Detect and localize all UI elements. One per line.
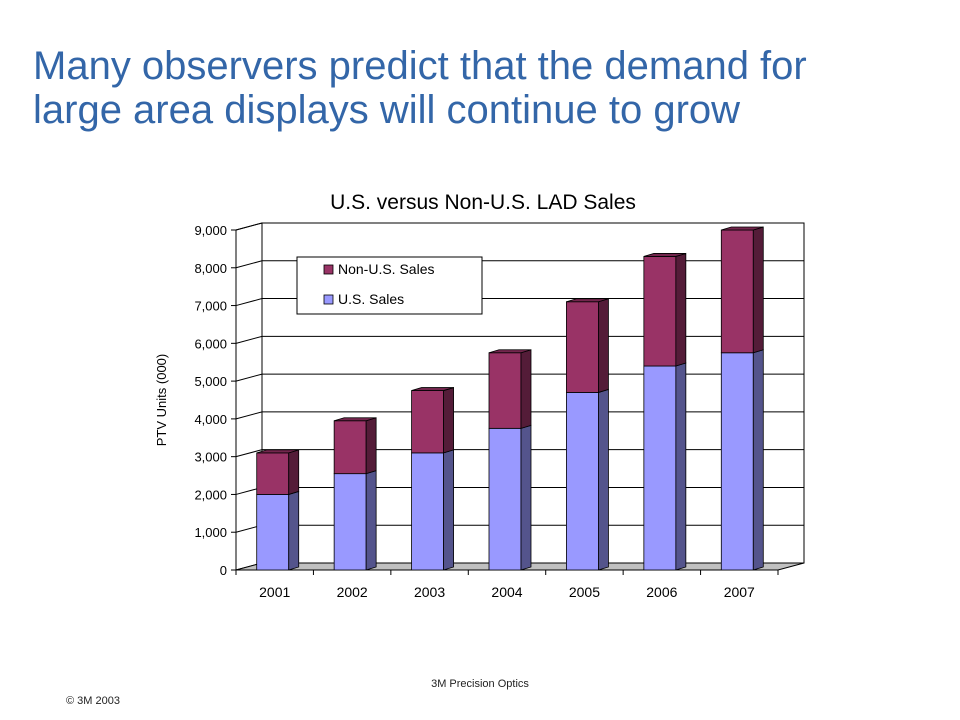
x-tick-label: 2007 (724, 584, 755, 600)
footer-copyright: © 3M 2003 (66, 695, 120, 707)
slide-title-line1: Many observers predict that the demand f… (33, 44, 807, 88)
bar-side (752, 349, 764, 571)
y-tick-label: 6,000 (194, 336, 227, 351)
bar-front (333, 420, 367, 475)
bar-segment (411, 387, 454, 454)
x-tick-label: 2005 (569, 584, 600, 600)
bar-segment (256, 490, 300, 571)
bar-segment (256, 449, 300, 495)
bar-segment (333, 470, 377, 571)
bar-side (520, 349, 532, 429)
bar-top (488, 349, 532, 354)
x-tick-label: 2001 (259, 584, 290, 600)
x-tick-label: 2002 (337, 584, 368, 600)
bar-front (333, 473, 367, 571)
bar-segment (566, 388, 609, 571)
gridline (235, 373, 804, 382)
bar-top (643, 253, 686, 257)
y-axis-label: PTV Units (000) (154, 354, 169, 446)
legend: Non-U.S. Sales U.S. Sales (296, 256, 483, 315)
y-tick-label: 9,000 (194, 223, 227, 238)
gridline (235, 335, 804, 344)
gridline (235, 222, 804, 231)
y-tick-label: 5,000 (194, 374, 227, 389)
bar-side (365, 470, 377, 571)
y-tick-label: 2,000 (194, 487, 227, 502)
chart-title: U.S. versus Non-U.S. LAD Sales (330, 191, 636, 214)
legend-label: Non-U.S. Sales (338, 261, 434, 277)
bar-side (598, 298, 609, 393)
bar-top (334, 417, 377, 422)
bar-front (720, 229, 754, 354)
bar-side (288, 449, 300, 495)
bar-side (288, 490, 300, 571)
bar-top (566, 298, 609, 303)
bar-top (411, 387, 454, 391)
bar-front (643, 365, 677, 571)
y-tick-label: 4,000 (194, 412, 227, 427)
gridline (235, 411, 804, 420)
bar-segment (488, 349, 532, 429)
bar-segment (643, 362, 687, 571)
x-tick-label: 2003 (414, 584, 445, 600)
y-tick-label: 8,000 (194, 261, 227, 276)
y-tick-label: 3,000 (194, 450, 227, 465)
bar-front (488, 352, 522, 429)
bar-side (520, 424, 532, 571)
bar-front (256, 494, 290, 571)
x-tick-label: 2004 (491, 584, 522, 600)
bar-segment (488, 424, 532, 571)
bar-side (443, 387, 454, 454)
bar-top (721, 226, 764, 231)
gridline (235, 449, 804, 458)
bar-side (675, 252, 687, 367)
bar-side (752, 226, 764, 354)
bar-segment (720, 349, 764, 571)
bars (256, 226, 764, 571)
bar-segment (411, 449, 454, 571)
slide-title-line2: large area displays will continue to gro… (33, 88, 741, 132)
bar-top (256, 449, 299, 454)
bar-front (488, 427, 522, 571)
bar-side (598, 388, 609, 571)
legend-swatch (323, 294, 334, 305)
y-tick-label: 1,000 (194, 525, 227, 540)
bar-side (443, 449, 454, 571)
bar-side (675, 362, 687, 571)
footer-company: 3M Precision Optics (431, 678, 529, 690)
bar-segment (566, 298, 609, 393)
bar-front (566, 301, 599, 393)
bar-side (365, 417, 377, 475)
bar-segment (643, 252, 687, 367)
bar-front (643, 256, 677, 367)
legend-swatch (323, 264, 334, 275)
bar-front (720, 352, 754, 571)
legend-label: U.S. Sales (338, 291, 404, 307)
bar-front (411, 390, 444, 454)
bar-front (256, 452, 290, 495)
bar-front (411, 452, 444, 571)
y-tick-label: 0 (220, 563, 227, 578)
y-tick-label: 7,000 (194, 299, 227, 314)
slide-title: Many observers predict that the demand f… (33, 44, 933, 132)
gridline (235, 298, 804, 307)
gridline (235, 260, 804, 269)
bar-front (566, 392, 599, 571)
x-tick-label: 2006 (646, 584, 677, 600)
bar-segment (720, 226, 764, 354)
bar-segment (333, 417, 377, 475)
